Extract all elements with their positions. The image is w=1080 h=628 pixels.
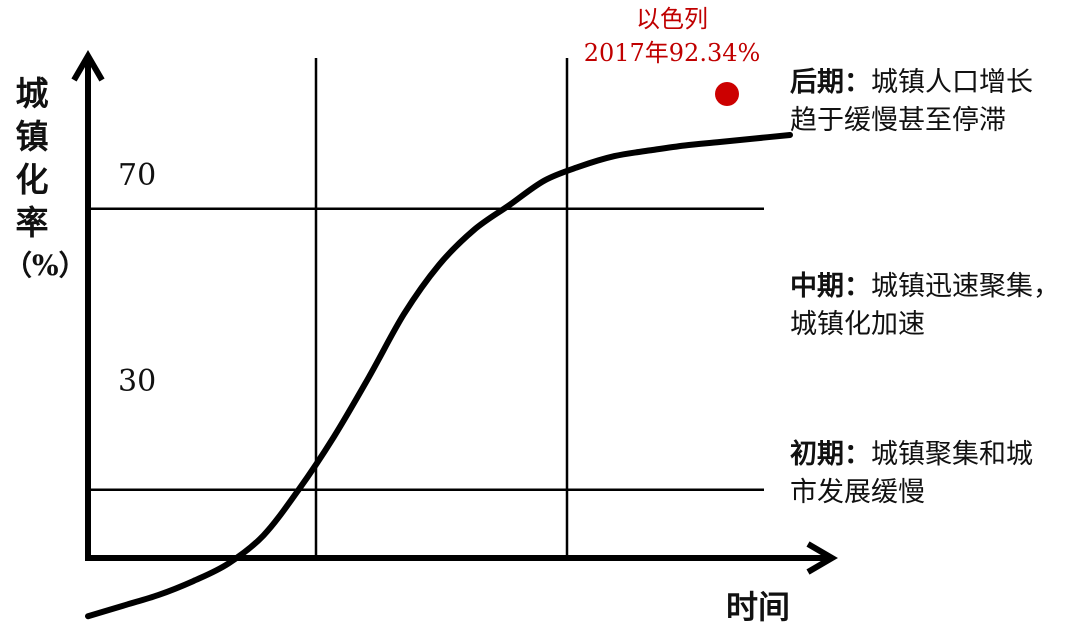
stage-text: 城镇人口增长 <box>871 67 1033 98</box>
y-tick-label: 30 <box>118 364 157 399</box>
stage-title: 初期： <box>790 439 871 470</box>
stage-text: 城镇迅速聚集， <box>871 271 1060 302</box>
y-axis-arrow <box>71 50 105 82</box>
stage-text: 趋于缓慢甚至停滞 <box>790 105 1006 136</box>
israel-annotation-value: 2017年92.34% <box>583 39 761 67</box>
stage-text: 城镇聚集和城 <box>871 439 1033 470</box>
y-axis-label-char: 率 <box>15 203 49 242</box>
y-axis-label: 城 镇 化 率 （%） <box>4 72 87 287</box>
stage-title: 后期： <box>790 67 871 98</box>
x-axis-label: 时间 <box>726 588 791 626</box>
y-tick-label: 70 <box>118 158 157 193</box>
israel-annotation: 以色列 2017年92.34% <box>572 2 772 70</box>
y-axis-label-char: 城 <box>15 74 49 113</box>
israel-annotation-country: 以色列 <box>636 5 708 33</box>
stage-text: 市发展缓慢 <box>790 477 925 508</box>
y-axis-label-char: 镇 <box>15 117 49 156</box>
stage-title: 中期： <box>790 271 871 302</box>
urbanization-curve <box>85 132 793 620</box>
israel-data-point <box>715 82 739 106</box>
stage-text: 城镇化加速 <box>790 309 925 340</box>
stage-late: 后期：城镇人口增长 趋于缓慢甚至停滞 <box>790 64 1080 140</box>
x-axis-arrow <box>806 541 838 575</box>
y-axis-label-char: 化 <box>15 160 49 199</box>
y-axis-unit: （%） <box>4 249 87 282</box>
stage-middle: 中期：城镇迅速聚集， 城镇化加速 <box>790 268 1080 344</box>
stage-early: 初期：城镇聚集和城 市发展缓慢 <box>790 436 1080 512</box>
